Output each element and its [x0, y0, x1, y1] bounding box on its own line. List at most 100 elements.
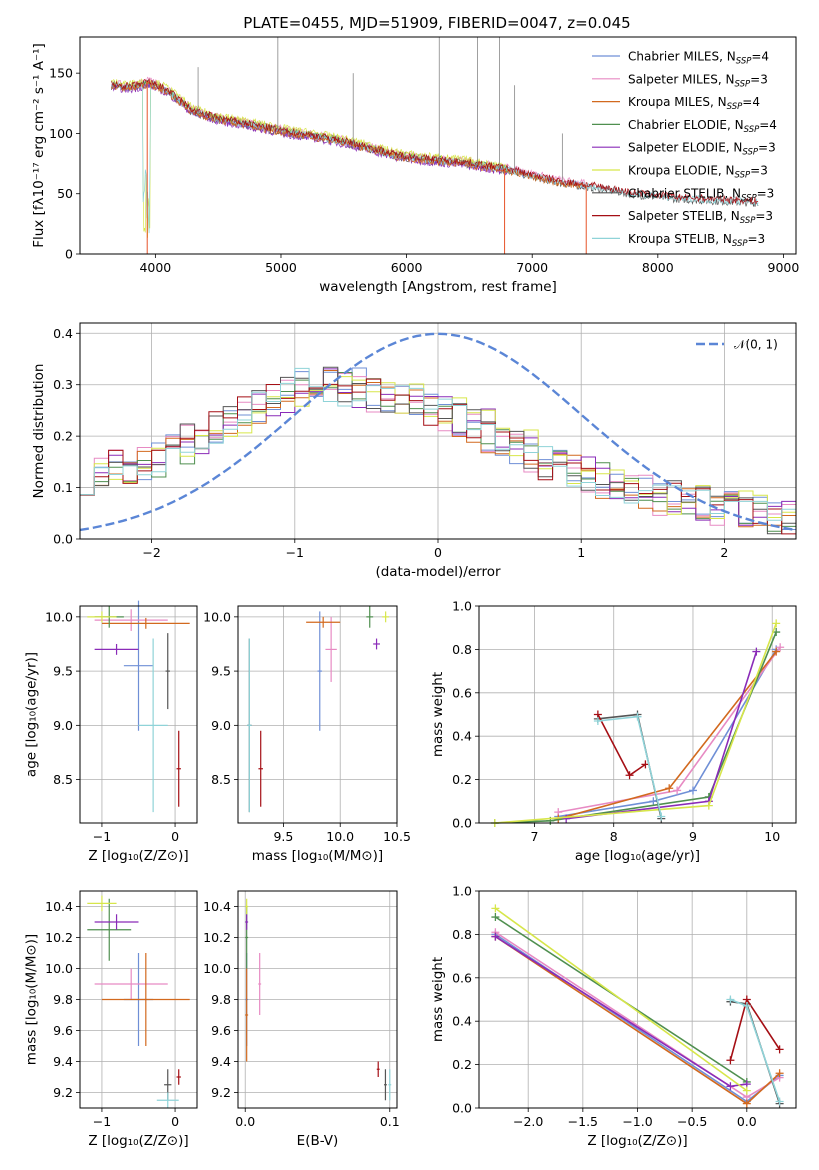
plot-area: [490, 619, 785, 827]
mass-weight-vs-age-panel: 7 8 9 10 0.0 0.2 0.4 0.6 0.8 1.0 age [log₁₀(age/yr…: [430, 599, 797, 864]
y-axis-label: Flux [fλ10⁻¹⁷ erg cm⁻² s⁻¹ A⁻¹]: [31, 43, 47, 248]
line-salpeter-stelib: [597, 714, 646, 777]
y-tick-label: 9.8: [53, 992, 73, 1007]
y-tick-label: 100: [49, 126, 73, 141]
x-axis-label: Z [log₁₀(Z/Z⊙)]: [88, 848, 188, 864]
marker-kroupa-stelib: [633, 712, 642, 721]
x-axis-label: E(B-V): [297, 1133, 339, 1149]
x-tick-label: −0.5: [677, 1114, 707, 1129]
x-tick-label: 0: [171, 1114, 179, 1129]
spectrum-line-kroupa-elodie: [111, 78, 508, 238]
plot-area: [80, 332, 796, 535]
marker-kroupa-miles: [665, 784, 674, 793]
x-tick-label: 9: [689, 829, 697, 844]
y-tick-label: 10.0: [203, 961, 231, 976]
x-axis-label: age [log₁₀(age/yr)]: [575, 848, 700, 864]
y-axis-label: mass weight: [430, 672, 446, 757]
marker-kroupa-elodie: [491, 904, 500, 913]
y-tick-label: 10.2: [45, 930, 73, 945]
plot-area: [87, 895, 190, 1108]
marker-kroupa-stelib: [775, 1097, 784, 1106]
line-chabrier-miles: [558, 648, 777, 818]
marker-salpeter-elodie: [491, 932, 500, 941]
line-chabrier-stelib: [730, 1000, 781, 1104]
x-axis-label: wavelength [Angstrom, rest frame]: [319, 279, 557, 295]
y-tick-label: 9.4: [53, 1054, 73, 1069]
x-tick-label: 10.0: [326, 829, 354, 844]
x-tick-label: 1: [577, 545, 585, 560]
age-vs-metallicity-panel: −1 0 8.5 9.0 9.5 10.0 Z [log₁₀(Z/Z⊙)] age [log₁…: [24, 600, 198, 864]
x-tick-label: −1: [93, 1114, 111, 1129]
legend-label: Salpeter MILES, NSSP=3: [628, 72, 768, 89]
marker-salpeter-miles: [776, 643, 785, 652]
marker-salpeter-stelib: [625, 771, 634, 780]
legend-label: Chabrier MILES, NSSP=4: [628, 50, 769, 67]
x-tick-label: 0.0: [737, 1114, 757, 1129]
axes-frame: [478, 890, 797, 1109]
x-tick-label: 8000: [642, 260, 674, 275]
residual-histogram-panel: −2 −1 0 1 2 0.0 0.1 0.2 0.3 0.4 (data-model)/error…: [31, 322, 797, 580]
spectrum-line-salpeter-stelib: [111, 78, 759, 205]
y-axis-label: mass [log₁₀(M/M⊙)]: [24, 934, 40, 1065]
marker-kroupa-elodie: [772, 619, 781, 628]
spectrum-line-kroupa-stelib: [111, 80, 759, 234]
marker-salpeter-stelib: [775, 1045, 784, 1054]
plot-area: [247, 606, 390, 813]
y-tick-label: 0.3: [53, 377, 73, 392]
marker-kroupa-miles: [772, 647, 781, 656]
marker-chabrier-miles: [688, 786, 697, 795]
y-tick-label: 9.6: [211, 1023, 231, 1038]
histogram-salpeter-elodie: [80, 368, 796, 526]
marker-salpeter-stelib: [726, 1056, 735, 1065]
y-tick-label: 8.5: [53, 772, 73, 787]
x-tick-label: 0.1: [380, 1114, 400, 1129]
y-axis-label: age [log₁₀(age/yr)]: [24, 652, 40, 777]
normal-curve: [80, 332, 796, 532]
histogram-salpeter-stelib: [80, 378, 796, 535]
marker-kroupa-stelib: [657, 812, 666, 821]
legend: 𝒩(0, 1): [696, 338, 778, 352]
y-tick-label: 150: [49, 66, 73, 81]
age-vs-mass-panel: 9.5 10.0 10.5 8.5 9.0 9.5 10.0 mass [log₁₀(M/M⊙…: [203, 605, 411, 864]
line-chabrier-elodie: [494, 631, 777, 824]
mass-vs-ebv-panel: 0.0 0.1 9.2 9.4 9.6 9.8 10.0 10.2 10.4 E(B-V): [203, 890, 400, 1149]
x-axis-label: mass [log₁₀(M/M⊙)]: [252, 848, 383, 864]
x-tick-label: 7: [530, 829, 538, 844]
y-tick-label: 50: [57, 186, 73, 201]
figure-title: PLATE=0455, MJD=51909, FIBERID=0047, z=0…: [243, 14, 630, 32]
spectrum-panel: 4000 5000 6000 7000 8000 9000 0 50 100 150 wavelen…: [31, 36, 800, 295]
y-tick-label: 10.0: [203, 609, 231, 624]
marker-kroupa-elodie: [742, 1086, 751, 1095]
x-tick-label: 4000: [139, 260, 171, 275]
x-tick-label: 2: [720, 545, 728, 560]
y-tick-label: 9.5: [211, 664, 231, 679]
y-tick-label: 0.0: [452, 1101, 472, 1116]
x-tick-label: −2.0: [513, 1114, 543, 1129]
y-tick-label: 9.2: [53, 1085, 73, 1100]
x-tick-label: 7000: [516, 260, 548, 275]
marker-kroupa-miles: [775, 1069, 784, 1078]
marker-kroupa-elodie: [704, 801, 713, 810]
legend-label: Kroupa STELIB, NSSP=3: [628, 232, 765, 249]
y-tick-label: 0.6: [452, 685, 472, 700]
x-tick-label: 9000: [768, 260, 800, 275]
legend-label: Salpeter ELODIE, NSSP=3: [628, 141, 776, 158]
y-tick-label: 0.4: [452, 1014, 472, 1029]
marker-salpeter-elodie: [752, 647, 761, 656]
plot-area: [111, 37, 759, 254]
line-kroupa-elodie: [494, 907, 748, 1092]
legend-label: Chabrier STELIB, NSSP=3: [628, 186, 774, 203]
marker-kroupa-stelib: [593, 717, 602, 726]
y-tick-label: 9.5: [53, 664, 73, 679]
y-tick-label: 0.4: [53, 326, 73, 341]
y-tick-label: 9.0: [211, 718, 231, 733]
marker-salpeter-elodie: [726, 1082, 735, 1091]
x-tick-label: −1: [93, 829, 111, 844]
x-axis-label: (data-model)/error: [375, 564, 501, 580]
histogram-kroupa-stelib: [80, 367, 796, 521]
x-tick-label: 0: [171, 829, 179, 844]
y-tick-label: 0.8: [452, 642, 472, 657]
y-tick-label: 10.4: [45, 899, 73, 914]
y-tick-label: 0.2: [452, 1057, 472, 1072]
